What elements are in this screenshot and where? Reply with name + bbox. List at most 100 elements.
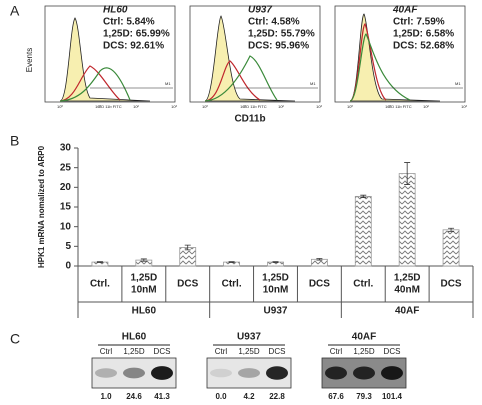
percent-label: Ctrl: 7.59% <box>393 17 445 28</box>
axis-tick-label: 10⁰ <box>347 104 353 109</box>
band-value: 79.3 <box>356 392 372 401</box>
axis-tick-label: 10¹ <box>385 104 391 109</box>
error-bar <box>96 261 103 263</box>
y-tick-label: 30 <box>60 143 72 154</box>
blot-band <box>325 366 347 380</box>
x-tick-label: DCS <box>309 279 330 290</box>
percent-label: 1,25D: 6.58% <box>393 29 454 40</box>
x-tick-label: 10nM <box>131 285 157 296</box>
axis-tick-label: 10² <box>423 104 429 109</box>
blot-band <box>266 366 288 380</box>
flow-y-label: Events <box>25 48 34 72</box>
band-value: 67.6 <box>328 392 344 401</box>
lane-label: DCS <box>269 347 286 356</box>
blots: HL60 Ctrl 1.0 1,25D 24.6 DCS 41.3 U937 Ctrl 0.0 1,… <box>91 332 407 401</box>
blot-band <box>381 366 403 380</box>
blot-band <box>210 368 232 378</box>
ctrl-histogram <box>59 17 151 102</box>
error-bar <box>272 261 279 263</box>
bar <box>398 173 416 267</box>
blot-band <box>238 368 260 378</box>
dcs-histogram <box>59 67 131 102</box>
lane-label: DCS <box>384 347 401 356</box>
bar-chart: HPK1 mRNA nomalized to ARP0 0 5 10 15 20 25 30 C… <box>37 143 474 318</box>
axis-tick-label: 10⁰ <box>57 104 63 109</box>
band-value: 4.2 <box>243 392 255 401</box>
axis-tick-label: 10³ <box>171 104 177 109</box>
group-label: 40AF <box>395 306 419 317</box>
percent-label: DCS: 92.61% <box>103 41 164 52</box>
error-bar <box>448 227 455 232</box>
y-tick-label: 15 <box>60 202 72 213</box>
blot-band <box>353 366 375 380</box>
group-label: HL60 <box>132 306 157 317</box>
lane-label: 1,25D <box>353 347 375 356</box>
y-tick-label: 20 <box>60 182 72 193</box>
panel-label: A <box>10 3 20 19</box>
panel-label: C <box>10 331 20 347</box>
error-bar <box>404 162 411 185</box>
lane-label: 1,25D <box>123 347 145 356</box>
x-tick-label: Ctrl. <box>90 279 110 290</box>
lane-label: DCS <box>154 347 171 356</box>
axis-title: CD 11b FITC <box>243 104 266 109</box>
plot-frame <box>189 5 321 103</box>
axis-tick-label: 10¹ <box>95 104 101 109</box>
percent-label: 1,25D: 65.99% <box>103 29 170 40</box>
x-tick-label: 1,25D <box>394 273 421 284</box>
axis-tick-label: 10¹ <box>240 104 246 109</box>
band-value: 22.8 <box>269 392 285 401</box>
axis-tick-label: 10⁰ <box>202 104 208 109</box>
blot-title: HL60 <box>122 332 147 343</box>
x-tick-label: 1,25D <box>130 273 157 284</box>
plot-title: 40AF <box>392 5 418 16</box>
plot-title: U937 <box>248 5 272 16</box>
band-value: 24.6 <box>126 392 142 401</box>
band-value: 41.3 <box>154 392 170 401</box>
calcitriol-histogram <box>59 65 121 102</box>
x-tick-label: 1,25D <box>262 273 289 284</box>
axis-title: CD 11b FITC <box>98 104 121 109</box>
plot-title: HL60 <box>103 5 128 16</box>
y-tick-label: 5 <box>65 241 71 252</box>
y-axis-label: HPK1 mRNA nomalized to ARP0 <box>37 145 46 268</box>
x-tick-label: 10nM <box>263 285 289 296</box>
x-tick-label: DCS <box>440 279 461 290</box>
percent-label: 1,25D: 55.79% <box>248 29 315 40</box>
error-bar <box>360 194 367 198</box>
group-label: U937 <box>264 306 288 317</box>
blot-title: U937 <box>237 332 261 343</box>
calcitriol-histogram <box>204 60 261 102</box>
y-tick-label: 10 <box>60 221 72 232</box>
x-tick-label: 40nM <box>394 285 420 296</box>
bar <box>354 195 372 267</box>
band-value: 1.0 <box>100 392 112 401</box>
plot-frame <box>44 5 176 103</box>
gate-label: M1 <box>310 81 316 86</box>
blot-title: 40AF <box>352 332 376 343</box>
band-value: 0.0 <box>215 392 227 401</box>
percent-label: DCS: 52.68% <box>393 41 454 52</box>
error-bar <box>228 261 235 263</box>
dcs-histogram <box>349 33 411 102</box>
x-tick-label: DCS <box>177 279 198 290</box>
ctrl-histogram <box>204 15 296 102</box>
lane-label: Ctrl <box>330 347 343 356</box>
plot-frame <box>334 5 466 103</box>
dcs-histogram <box>204 55 278 102</box>
bar <box>179 247 197 267</box>
blot-band <box>123 367 145 379</box>
axis-title: CD 11b FITC <box>388 104 411 109</box>
band-value: 101.4 <box>382 392 403 401</box>
axis-tick-label: 10³ <box>316 104 322 109</box>
error-bar <box>184 244 191 251</box>
gate-label: M1 <box>165 81 171 86</box>
y-tick-label: 25 <box>60 162 72 173</box>
y-tick-label: 0 <box>65 261 71 272</box>
percent-label: DCS: 95.96% <box>248 41 309 52</box>
axis-tick-label: 10² <box>133 104 139 109</box>
